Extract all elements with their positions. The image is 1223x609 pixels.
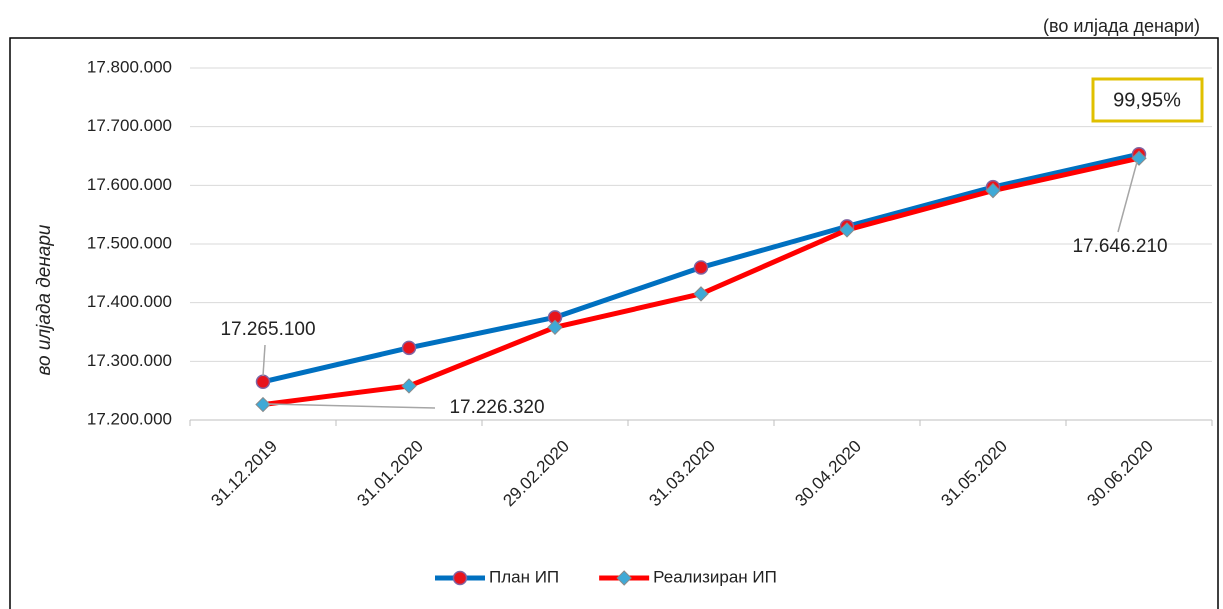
y-tick-label: 17.300.000 (87, 351, 172, 370)
y-tick-label: 17.400.000 (87, 292, 172, 311)
unit-note: (во илјада денари) (1043, 16, 1200, 36)
legend-marker (616, 570, 632, 586)
marker (401, 340, 417, 356)
y-tick-label: 17.600.000 (87, 175, 172, 194)
legend-marker (452, 570, 468, 586)
leader-line (267, 403, 436, 409)
marker (839, 222, 855, 238)
legend-label: Реализиран ИП (653, 567, 777, 586)
marker (1131, 150, 1147, 166)
chart-frame (9, 37, 1219, 609)
marker (401, 378, 417, 394)
marker (693, 260, 709, 275)
y-tick-label: 17.700.000 (87, 116, 172, 135)
leader-line (1117, 161, 1138, 233)
legend-label: План ИП (489, 567, 559, 586)
annotation: 99,95% (1113, 89, 1181, 111)
marker (693, 286, 709, 302)
y-axis-label: во илјада денари (34, 224, 55, 375)
leader-line (262, 344, 266, 377)
y-tick-label: 17.500.000 (87, 233, 172, 252)
y-tick-label: 17.800.000 (87, 57, 172, 76)
marker (255, 374, 271, 390)
data-label: 17.226.320 (449, 397, 544, 418)
data-label: 17.646.210 (1072, 236, 1167, 257)
marker (985, 182, 1001, 199)
marker (547, 319, 563, 336)
data-label: 17.265.100 (220, 319, 315, 340)
annotation-box (1091, 77, 1204, 123)
marker (255, 396, 271, 413)
y-tick-label: 17.200.000 (87, 409, 172, 428)
